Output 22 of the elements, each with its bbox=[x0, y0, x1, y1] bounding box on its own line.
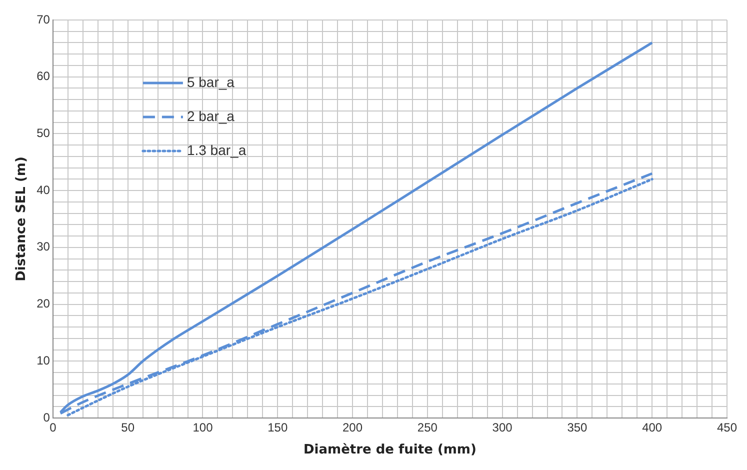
y-tick-label: 60 bbox=[36, 69, 50, 84]
y-tick-label: 30 bbox=[36, 240, 50, 254]
x-tick-label: 50 bbox=[121, 420, 135, 435]
y-tick-label: 20 bbox=[36, 296, 50, 311]
x-tick-label: 400 bbox=[642, 420, 662, 435]
x-tick-label: 100 bbox=[192, 420, 214, 435]
y-tick-label: 10 bbox=[36, 353, 50, 368]
x-tick-label: 250 bbox=[417, 420, 438, 435]
x-tick-label: 150 bbox=[268, 420, 288, 435]
x-axis-title: Diamètre de fuite (mm) bbox=[304, 442, 476, 458]
legend-label: 1.3 bar_a bbox=[186, 142, 246, 158]
legend-label: 2 bar_a bbox=[186, 108, 235, 124]
y-tick-label: 50 bbox=[36, 126, 50, 140]
x-tick-label: 350 bbox=[567, 420, 588, 435]
x-tick-label: 200 bbox=[342, 420, 363, 435]
legend-label: 5 bar_a bbox=[186, 74, 235, 90]
y-tick-label: 70 bbox=[36, 12, 50, 26]
x-tick-label: 300 bbox=[492, 420, 513, 435]
y-tick-label: 0 bbox=[43, 410, 50, 424]
x-tick-label: 450 bbox=[716, 420, 738, 435]
y-axis-title: Distance SEL (m) bbox=[14, 156, 30, 282]
y-tick-label: 40 bbox=[36, 182, 50, 197]
